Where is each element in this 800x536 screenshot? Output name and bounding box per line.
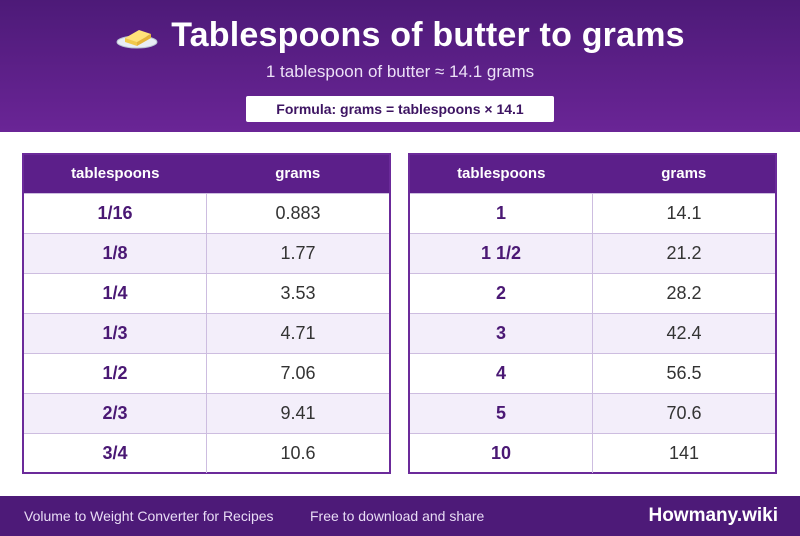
column-header-grams: grams — [206, 155, 389, 193]
grams-cell: 141 — [592, 432, 775, 473]
grams-cell: 1.77 — [206, 232, 389, 273]
grams-cell: 42.4 — [592, 312, 775, 353]
grams-cell: 9.41 — [206, 392, 389, 433]
table-row: 1/16 0.883 — [24, 192, 389, 233]
grams-cell: 56.5 — [592, 352, 775, 393]
table-row: 2/3 9.41 — [24, 392, 389, 433]
grams-cell: 3.53 — [206, 272, 389, 313]
table-row: 1/2 7.06 — [24, 352, 389, 393]
tablespoons-cell: 1 1/2 — [410, 232, 593, 273]
grams-cell: 0.883 — [206, 192, 389, 233]
table-row: 3/4 10.6 — [24, 432, 389, 473]
column-header-tablespoons: tablespoons — [410, 155, 593, 193]
tablespoons-cell: 10 — [410, 432, 593, 473]
header-banner: Tablespoons of butter to grams 1 tablesp… — [0, 0, 800, 132]
tablespoons-cell: 4 — [410, 352, 593, 393]
grams-cell: 70.6 — [592, 392, 775, 433]
table-row: 1 1/2 21.2 — [410, 232, 775, 273]
tablespoons-cell: 2 — [410, 272, 593, 313]
tablespoons-cell: 3/4 — [24, 432, 207, 473]
grams-cell: 28.2 — [592, 272, 775, 313]
tablespoons-cell: 1/2 — [24, 352, 207, 393]
column-header-tablespoons: tablespoons — [24, 155, 207, 193]
grams-cell: 7.06 — [206, 352, 389, 393]
formula-box: Formula: grams = tablespoons × 14.1 — [246, 96, 554, 122]
title-row: Tablespoons of butter to grams — [0, 14, 800, 56]
table-row: 4 56.5 — [410, 352, 775, 393]
grams-cell: 4.71 — [206, 312, 389, 353]
page-title: Tablespoons of butter to grams — [171, 15, 685, 54]
table-row: 2 28.2 — [410, 272, 775, 313]
tablespoons-cell: 1/16 — [24, 192, 207, 233]
tablespoons-cell: 1/3 — [24, 312, 207, 353]
grams-cell: 14.1 — [592, 192, 775, 233]
tablespoons-cell: 5 — [410, 392, 593, 433]
tablespoons-cell: 2/3 — [24, 392, 207, 433]
butter-icon — [115, 20, 159, 50]
tablespoons-cell: 3 — [410, 312, 593, 353]
table-row: 10 141 — [410, 432, 775, 473]
tablespoons-cell: 1/4 — [24, 272, 207, 313]
footer-bar: Volume to Weight Converter for Recipes F… — [0, 496, 800, 536]
tablespoons-cell: 1/8 — [24, 232, 207, 273]
conversion-table-right: tablespoons grams 1 14.1 1 1/2 21.2 2 28… — [408, 153, 777, 474]
table-row: 3 42.4 — [410, 312, 775, 353]
subtitle: 1 tablespoon of butter ≈ 14.1 grams — [265, 62, 535, 81]
table-row: 1/8 1.77 — [24, 232, 389, 273]
conversion-table-left: tablespoons grams 1/16 0.883 1/8 1.77 1/… — [22, 153, 391, 474]
column-header-grams: grams — [592, 155, 775, 193]
grams-cell: 21.2 — [592, 232, 775, 273]
table-row: 5 70.6 — [410, 392, 775, 433]
footer-tagline: Volume to Weight Converter for Recipes — [24, 508, 274, 524]
table-row: 1 14.1 — [410, 192, 775, 233]
grams-cell: 10.6 — [206, 432, 389, 473]
brand-link[interactable]: Howmany.wiki — [648, 505, 778, 526]
table-row: 1/3 4.71 — [24, 312, 389, 353]
footer-share-text: Free to download and share — [310, 508, 485, 524]
table-row: 1/4 3.53 — [24, 272, 389, 313]
tablespoons-cell: 1 — [410, 192, 593, 233]
